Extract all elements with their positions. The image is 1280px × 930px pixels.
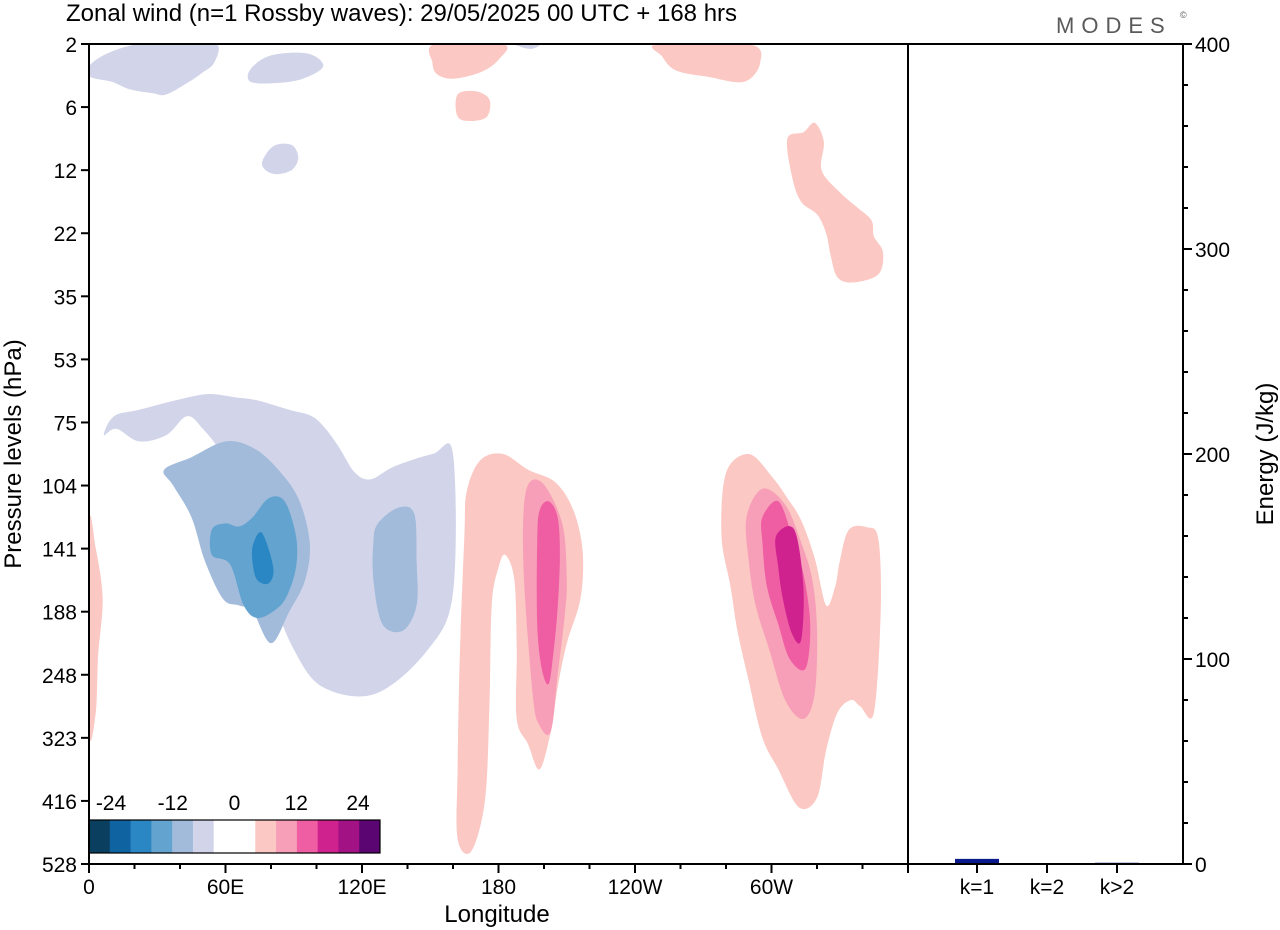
y-tick-label: 188 xyxy=(42,602,77,625)
energy-category-label: k=2 xyxy=(1030,876,1064,899)
colorbar-swatch xyxy=(359,820,381,853)
y-tick-label: 12 xyxy=(54,160,77,183)
positive-wind-contour-10-3 xyxy=(775,526,804,644)
energy-tick-label: 0 xyxy=(1195,854,1207,877)
x-tick-label: 120E xyxy=(337,876,386,899)
colorbar-swatch xyxy=(234,820,256,853)
energy-axis-label: Energy (J/kg) xyxy=(1252,383,1279,526)
energy-tick-label: 300 xyxy=(1195,239,1230,262)
colorbar-swatch xyxy=(296,820,319,853)
y-tick-label: 528 xyxy=(42,854,77,877)
negative-wind-contour-8-0 xyxy=(514,44,541,49)
colorbar-swatch xyxy=(338,820,360,853)
energy-tick-label: 200 xyxy=(1195,444,1230,467)
positive-wind-contour-12-0 xyxy=(428,44,508,79)
colorbar-swatch xyxy=(255,820,277,853)
brand-name: MODES xyxy=(1056,13,1172,38)
energy-bar-1 xyxy=(955,858,999,864)
positive-wind-contour-13-0 xyxy=(455,90,491,121)
colorbar-label: -24 xyxy=(96,792,127,815)
colorbar-swatch xyxy=(192,820,215,853)
colorbar-label: 12 xyxy=(285,792,308,815)
negative-wind-contour-4-0 xyxy=(251,532,274,585)
energy-axis-ticks: 0 100 200 300 400 k=1 k=2 k>2 xyxy=(960,34,1230,899)
energy-tick-label: 400 xyxy=(1195,34,1230,57)
colorbar-swatch xyxy=(130,820,152,853)
positive-wind-contour-11-0 xyxy=(89,515,103,741)
energy-tick-label: 100 xyxy=(1195,649,1230,672)
energy-category-label: k=1 xyxy=(960,876,994,899)
y-tick-label: 104 xyxy=(42,476,77,499)
x-tick-label: 0 xyxy=(83,876,95,899)
y-tick-label: 35 xyxy=(54,286,77,309)
colorbar-swatch xyxy=(172,820,194,853)
positive-wind-contour-14-0 xyxy=(651,44,762,83)
colorbar-swatch xyxy=(213,820,235,853)
contour-fills xyxy=(89,44,884,864)
colorbar-swatch xyxy=(89,820,111,853)
colorbar-swatch xyxy=(109,820,131,853)
colorbar-label: 0 xyxy=(229,792,241,815)
chart-title: Zonal wind (n=1 Rossby waves): 29/05/202… xyxy=(66,0,737,27)
hovmoller-panel: -24 -12 0 12 24 2 6 12 22 35 53 75 104 141 188 248 323 4… xyxy=(0,34,909,928)
y-tick-label: 53 xyxy=(54,349,77,372)
brand-logo: MODES © xyxy=(1056,10,1187,38)
brand-mark: © xyxy=(1180,10,1187,20)
y-tick-label: 141 xyxy=(42,539,77,562)
negative-wind-contour-6-0 xyxy=(247,52,324,84)
energy-panel: 0 100 200 300 400 k=1 k=2 k>2 Energy (J/kg) xyxy=(908,34,1279,899)
positive-wind-contour-15-0 xyxy=(786,122,884,283)
y-tick-label: 323 xyxy=(42,728,77,751)
y-tick-label: 75 xyxy=(54,412,77,435)
negative-wind-contour-5-0 xyxy=(89,44,219,96)
colorbar-label: -12 xyxy=(158,792,188,815)
colorbar-swatch xyxy=(317,820,339,853)
y-axis-label: Pressure levels (hPa) xyxy=(0,339,27,568)
x-axis-label: Longitude xyxy=(444,901,549,928)
negative-wind-contour-7-0 xyxy=(261,143,299,175)
x-tick-label: 60E xyxy=(207,876,244,899)
colorbar-swatch xyxy=(151,820,173,853)
positive-wind-contour-9-2 xyxy=(536,501,560,685)
x-tick-label: 120W xyxy=(608,876,663,899)
colorbar-swatch xyxy=(276,820,298,853)
negative-wind-contour-2-0 xyxy=(372,506,418,633)
y-tick-label: 22 xyxy=(54,223,77,246)
y-tick-label: 2 xyxy=(65,34,77,57)
y-tick-label: 6 xyxy=(65,97,77,120)
colorbar-label: 24 xyxy=(346,792,370,815)
energy-category-label: k>2 xyxy=(1100,876,1134,899)
y-tick-label: 248 xyxy=(42,665,77,688)
colorbar: -24 -12 0 12 24 xyxy=(88,780,382,854)
y-tick-label: 416 xyxy=(42,791,77,814)
x-tick-label: 60W xyxy=(750,876,793,899)
x-tick-label: 180 xyxy=(481,876,516,899)
plot-frame xyxy=(88,43,909,865)
